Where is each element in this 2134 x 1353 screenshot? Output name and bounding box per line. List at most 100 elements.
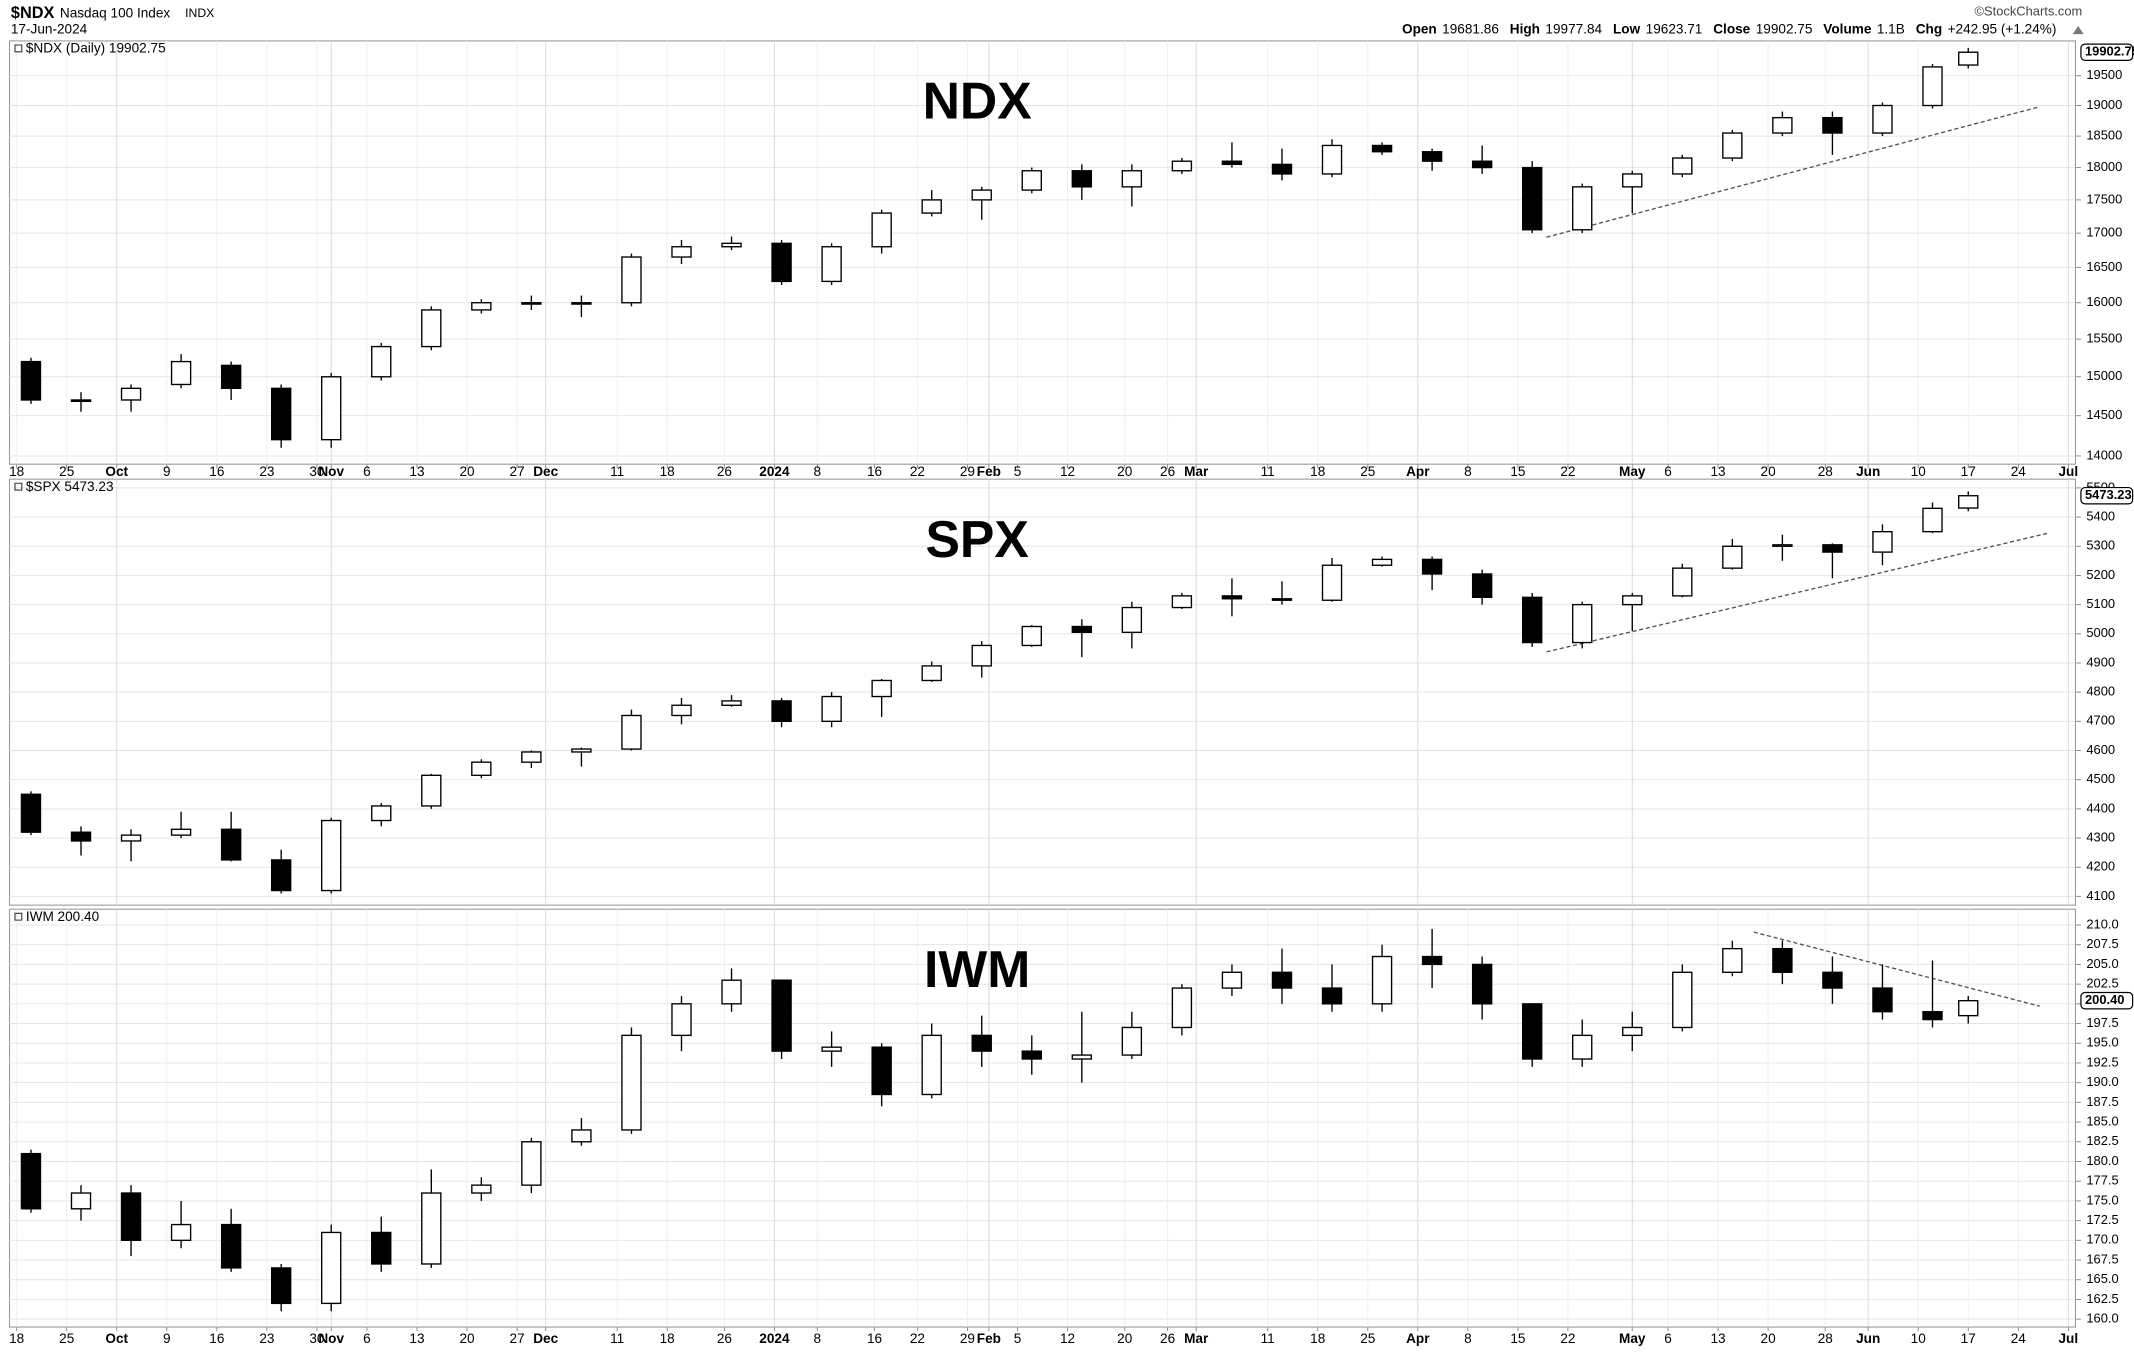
panel-icon bbox=[14, 482, 23, 491]
candle-body bbox=[371, 345, 392, 378]
last-value-box bbox=[2080, 43, 2134, 62]
x-tick-label: 9 bbox=[163, 464, 171, 479]
panel-title: SPX bbox=[925, 510, 1029, 568]
candle-body bbox=[571, 302, 592, 305]
last-value-label: 5473.23 bbox=[2085, 487, 2132, 502]
candle-body bbox=[20, 793, 42, 833]
candle-body bbox=[1572, 1034, 1593, 1060]
x-tick-label: 8 bbox=[814, 464, 822, 479]
last-value-box bbox=[2080, 486, 2134, 505]
candle-body bbox=[971, 1034, 992, 1052]
candle-body bbox=[1321, 144, 1343, 175]
candle-body bbox=[1922, 66, 1943, 107]
panel-label: IWM 200.40 bbox=[26, 909, 100, 924]
y-tick-label: 16500 bbox=[2086, 259, 2122, 274]
chart-date: 17-Jun-2024 bbox=[11, 22, 88, 37]
x-tick-label: 8 bbox=[814, 1331, 822, 1346]
y-tick-label: 175.0 bbox=[2086, 1192, 2118, 1207]
candle-body bbox=[1572, 186, 1593, 231]
x-tick-label: 18 bbox=[1310, 1331, 1325, 1346]
candle-body bbox=[1521, 1003, 1543, 1060]
x-tick-label: 29 bbox=[960, 464, 975, 479]
x-tick-label: Jul bbox=[2059, 1331, 2079, 1346]
candle-body bbox=[170, 828, 192, 836]
y-tick-label: 14000 bbox=[2086, 447, 2122, 462]
panel-label: $SPX 5473.23 bbox=[26, 479, 114, 494]
y-tick-label: 195.0 bbox=[2086, 1035, 2118, 1050]
y-tick-label: 4600 bbox=[2086, 742, 2115, 757]
candle-body bbox=[971, 644, 992, 667]
x-tick-label: 26 bbox=[1160, 464, 1175, 479]
x-tick-label: Nov bbox=[318, 464, 344, 479]
y-tick-label: 162.5 bbox=[2086, 1291, 2118, 1306]
x-tick-label: 17 bbox=[1961, 464, 1976, 479]
y-tick-label: 210.0 bbox=[2086, 916, 2118, 931]
candle-body bbox=[1471, 963, 1493, 1005]
last-value-label: 19902.75 bbox=[2085, 44, 2134, 59]
trendline bbox=[1753, 931, 2040, 1007]
candle-body bbox=[721, 979, 742, 1005]
candle-body bbox=[521, 1141, 542, 1186]
y-tick-label: 5000 bbox=[2086, 625, 2115, 640]
x-tick-label: 27 bbox=[510, 464, 525, 479]
x-tick-label: Dec bbox=[533, 464, 558, 479]
y-tick-label: 19500 bbox=[2086, 67, 2122, 82]
x-tick-label: 28 bbox=[1818, 464, 1833, 479]
candle-body bbox=[1872, 987, 1893, 1013]
x-tick-label: 13 bbox=[1710, 464, 1725, 479]
x-tick-label: 22 bbox=[910, 1331, 925, 1346]
x-tick-label: 16 bbox=[209, 1331, 224, 1346]
x-tick-label: 22 bbox=[1560, 464, 1575, 479]
quote-value: 19681.86 bbox=[1442, 22, 1499, 37]
candle-body bbox=[270, 387, 292, 441]
y-tick-label: 17000 bbox=[2086, 225, 2122, 240]
panel-frame bbox=[8, 908, 2077, 1328]
panel-title: IWM bbox=[924, 940, 1030, 998]
candle-body bbox=[1021, 625, 1042, 647]
candle-body bbox=[871, 679, 892, 698]
quote-value: 19623.71 bbox=[1646, 22, 1703, 37]
y-tick-label: 5300 bbox=[2086, 538, 2115, 553]
y-tick-label: 18000 bbox=[2086, 159, 2122, 174]
quote-line: Open 19681.86 High 19977.84 Low 19623.71 Close… bbox=[1402, 22, 2056, 37]
candle-body bbox=[20, 1152, 42, 1210]
x-tick-label: 25 bbox=[59, 1331, 74, 1346]
candle-body bbox=[1121, 170, 1143, 188]
x-tick-label: 2024 bbox=[759, 1331, 790, 1346]
x-tick-label: Jun bbox=[1856, 464, 1880, 479]
x-tick-label: 17 bbox=[1961, 1331, 1976, 1346]
x-tick-label: 30 bbox=[309, 1331, 325, 1346]
x-tick-label: 20 bbox=[459, 1331, 475, 1346]
candle-body bbox=[1071, 170, 1093, 188]
quote-label: Low bbox=[1613, 22, 1641, 37]
x-tick-label: 28 bbox=[1818, 1331, 1833, 1346]
y-tick-label: 187.5 bbox=[2086, 1094, 2118, 1109]
y-tick-label: 4700 bbox=[2086, 713, 2115, 728]
quote-value: 19977.84 bbox=[1545, 22, 1602, 37]
candle-body bbox=[1421, 151, 1443, 162]
y-tick-label: 4900 bbox=[2086, 654, 2115, 669]
candle-body bbox=[1958, 999, 1979, 1017]
candle-body bbox=[671, 704, 692, 717]
quote-label: Chg bbox=[1916, 22, 1942, 37]
candle-body bbox=[371, 1231, 392, 1265]
x-tick-label: Oct bbox=[105, 464, 128, 479]
x-tick-label: Feb bbox=[977, 1331, 1001, 1346]
x-tick-label: 18 bbox=[9, 1331, 24, 1346]
last-value-label: 200.40 bbox=[2085, 992, 2124, 1007]
candle-body bbox=[1622, 1026, 1643, 1037]
x-tick-label: Apr bbox=[1406, 1331, 1430, 1346]
candle-body bbox=[321, 376, 342, 441]
x-tick-label: 18 bbox=[660, 1331, 675, 1346]
candle-body bbox=[20, 360, 42, 401]
y-tick-label: 5200 bbox=[2086, 567, 2115, 582]
x-tick-label: 6 bbox=[363, 1331, 371, 1346]
candle-body bbox=[521, 751, 542, 763]
candle-body bbox=[1822, 971, 1843, 989]
x-tick-label: 9 bbox=[163, 1331, 171, 1346]
candle-body bbox=[70, 399, 92, 403]
credit: ©StockCharts.com bbox=[1975, 4, 2083, 19]
candle-body bbox=[871, 1046, 892, 1096]
candle-body bbox=[1271, 971, 1293, 989]
